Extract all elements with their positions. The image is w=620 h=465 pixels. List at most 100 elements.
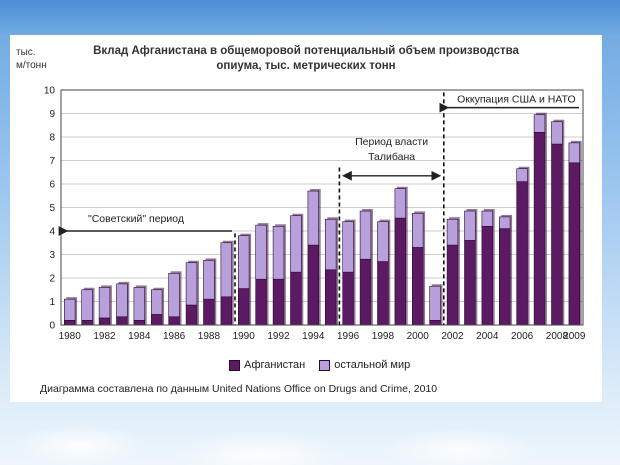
x-tick-label-1996: 1996 <box>337 331 360 342</box>
bar-rest-of-world-1999 <box>394 188 406 219</box>
bar-rest-of-world-2008 <box>551 121 563 145</box>
x-tick-label-2008: 2008 <box>546 331 569 342</box>
bar-rest-of-world-2005 <box>499 216 511 229</box>
x-tick-label-2006: 2006 <box>511 331 534 342</box>
bar-afghanistan-1997 <box>359 258 372 326</box>
y-tick-label-9: 9 <box>49 109 55 120</box>
bar-rest-of-world-2006 <box>516 168 528 182</box>
bar-afghanistan-1984 <box>133 319 145 326</box>
bar-rest-of-world-2009 <box>568 142 580 164</box>
chart-title-line-1: Вклад Афганистана в общеморовой потенциа… <box>93 45 519 57</box>
y-tick-label-6: 6 <box>49 180 55 191</box>
source-note: Диаграмма составлена по данным United Na… <box>40 383 438 395</box>
x-tick-label-1990: 1990 <box>233 331 256 342</box>
x-tick-label-2009: 2009 <box>563 331 586 342</box>
y-unit-line-2: м/тонн <box>16 60 47 71</box>
bar-afghanistan-2007 <box>533 132 546 326</box>
bar-rest-of-world-2001 <box>429 285 441 321</box>
bar-rest-of-world-1991 <box>255 224 267 280</box>
legend-swatch-afghanistan <box>229 359 240 371</box>
bar-rest-of-world-1995 <box>325 218 337 271</box>
bar-afghanistan-1989 <box>220 296 232 326</box>
x-tick-label-1980: 1980 <box>59 331 82 342</box>
x-tick-label-1992: 1992 <box>267 331 290 342</box>
bar-rest-of-world-1986 <box>168 273 180 318</box>
taliban-period-label-line-2: Талибана <box>368 151 415 163</box>
bar-afghanistan-1988 <box>203 298 215 326</box>
bar-afghanistan-1991 <box>255 278 267 326</box>
y-tick-label-4: 4 <box>49 227 55 238</box>
bar-rest-of-world-1985 <box>151 289 163 315</box>
bar-rest-of-world-1989 <box>220 242 232 298</box>
bar-rest-of-world-1981 <box>81 289 93 321</box>
stacked-bar-chart: 0 1 2 3 4 5 6 7 8 9 10 1980 1982 1984 1986 1988 1990 1992… <box>44 86 586 343</box>
bar-afghanistan-1986 <box>168 316 180 326</box>
bar-rest-of-world-2003 <box>464 210 476 241</box>
bar-rest-of-world-1997 <box>359 210 372 260</box>
bar-afghanistan-1994 <box>307 244 319 326</box>
bar-rest-of-world-1990 <box>238 235 250 289</box>
bar-rest-of-world-1998 <box>377 221 389 262</box>
y-tick-label-2: 2 <box>49 274 55 285</box>
x-tick-label-1998: 1998 <box>372 331 395 342</box>
y-axis-unit: тыс. м/тонн <box>16 46 56 72</box>
soviet-period-label: "Советский" период <box>88 213 184 225</box>
bar-afghanistan-2002 <box>446 244 459 326</box>
bar-rest-of-world-1982 <box>98 287 111 319</box>
x-tick-label-1988: 1988 <box>198 331 221 342</box>
x-tick-label-1994: 1994 <box>302 331 325 342</box>
bar-afghanistan-1983 <box>116 316 128 326</box>
y-tick-label-8: 8 <box>49 133 55 144</box>
bar-rest-of-world-1984 <box>133 287 145 321</box>
bar-afghanistan-2005 <box>499 228 511 326</box>
bar-rest-of-world-1983 <box>116 283 128 318</box>
x-tick-label-1984: 1984 <box>128 331 151 342</box>
y-tick-label-5: 5 <box>49 203 55 214</box>
legend: Афганистан остальной мир <box>229 357 424 373</box>
bar-afghanistan-2001 <box>429 319 441 326</box>
bar-rest-of-world-1992 <box>272 226 285 280</box>
y-tick-label-10: 10 <box>44 86 56 97</box>
bar-afghanistan-1987 <box>185 304 198 326</box>
bar-rest-of-world-1987 <box>185 262 198 306</box>
bar-afghanistan-2008 <box>551 143 563 326</box>
bar-rest-of-world-2000 <box>412 213 424 248</box>
bar-rest-of-world-1994 <box>307 190 319 246</box>
bar-afghanistan-2000 <box>412 247 424 326</box>
plot-frame <box>60 89 584 326</box>
x-tick-label-2004: 2004 <box>476 331 499 342</box>
bar-afghanistan-1998 <box>377 261 389 326</box>
nato-period-label: Оккупация США и НАТО <box>457 94 576 106</box>
bar-afghanistan-1980 <box>64 319 76 326</box>
bar-rest-of-world-1993 <box>290 215 302 273</box>
bar-afghanistan-1981 <box>81 319 93 326</box>
x-tick-label-2002: 2002 <box>441 331 464 342</box>
annotations: "Советский" период Период власти Талибана О… <box>58 92 579 325</box>
y-tick-label-1: 1 <box>49 297 55 308</box>
bar-afghanistan-2009 <box>568 162 580 326</box>
legend-item-rest-of-world: остальной мир <box>319 359 410 371</box>
bar-afghanistan-1992 <box>272 278 285 326</box>
legend-swatch-rest-of-world <box>319 359 331 371</box>
y-tick-label-0: 0 <box>49 321 55 332</box>
bar-afghanistan-1985 <box>151 314 163 326</box>
bar-afghanistan-1999 <box>394 217 406 326</box>
bar-rest-of-world-1996 <box>342 221 354 273</box>
bar-afghanistan-2004 <box>481 226 493 326</box>
bar-afghanistan-1982 <box>98 317 111 326</box>
y-unit-line-1: тыс. <box>16 47 36 58</box>
legend-label-rest-of-world: остальной мир <box>334 359 411 371</box>
taliban-period-label-line-1: Период власти <box>355 136 428 148</box>
axes: 0 1 2 3 4 5 6 7 8 9 10 1980 1982 1984 1986 1988 1990 1992… <box>44 86 586 343</box>
y-tick-label-7: 7 <box>49 156 55 167</box>
slide-top-band <box>0 0 620 36</box>
chart-title-line-2: опиума, тыс. метрических тонн <box>216 60 396 72</box>
bar-rest-of-world-1988 <box>203 260 215 300</box>
bar-afghanistan-1993 <box>290 271 302 326</box>
bars <box>64 112 582 326</box>
y-tick-label-3: 3 <box>49 250 55 261</box>
bar-afghanistan-2003 <box>464 240 476 326</box>
x-tick-label-1982: 1982 <box>93 331 116 342</box>
bar-rest-of-world-2004 <box>481 210 493 227</box>
bar-rest-of-world-1980 <box>64 298 76 321</box>
